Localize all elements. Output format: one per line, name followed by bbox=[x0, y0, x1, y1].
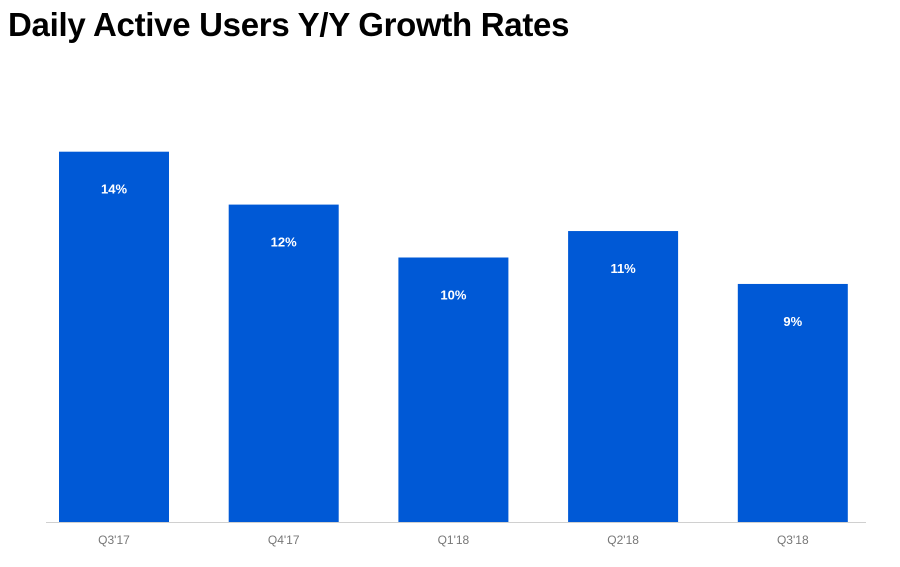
bar bbox=[228, 204, 339, 522]
data-label: 9% bbox=[783, 314, 802, 329]
bar bbox=[398, 257, 509, 522]
chart-title: Daily Active Users Y/Y Growth Rates bbox=[8, 6, 570, 43]
x-tick-label: Q4'17 bbox=[268, 533, 300, 547]
bar bbox=[568, 231, 679, 523]
data-label: 10% bbox=[440, 288, 466, 303]
data-label: 11% bbox=[610, 261, 636, 276]
data-label: 14% bbox=[101, 182, 127, 197]
bar bbox=[737, 283, 848, 522]
x-tick-label: Q3'18 bbox=[777, 533, 809, 547]
data-label: 12% bbox=[271, 235, 297, 250]
bar bbox=[59, 151, 169, 522]
x-tick-label: Q2'18 bbox=[607, 533, 639, 547]
x-tick-label: Q1'18 bbox=[438, 533, 470, 547]
x-tick-label: Q3'17 bbox=[98, 533, 130, 547]
